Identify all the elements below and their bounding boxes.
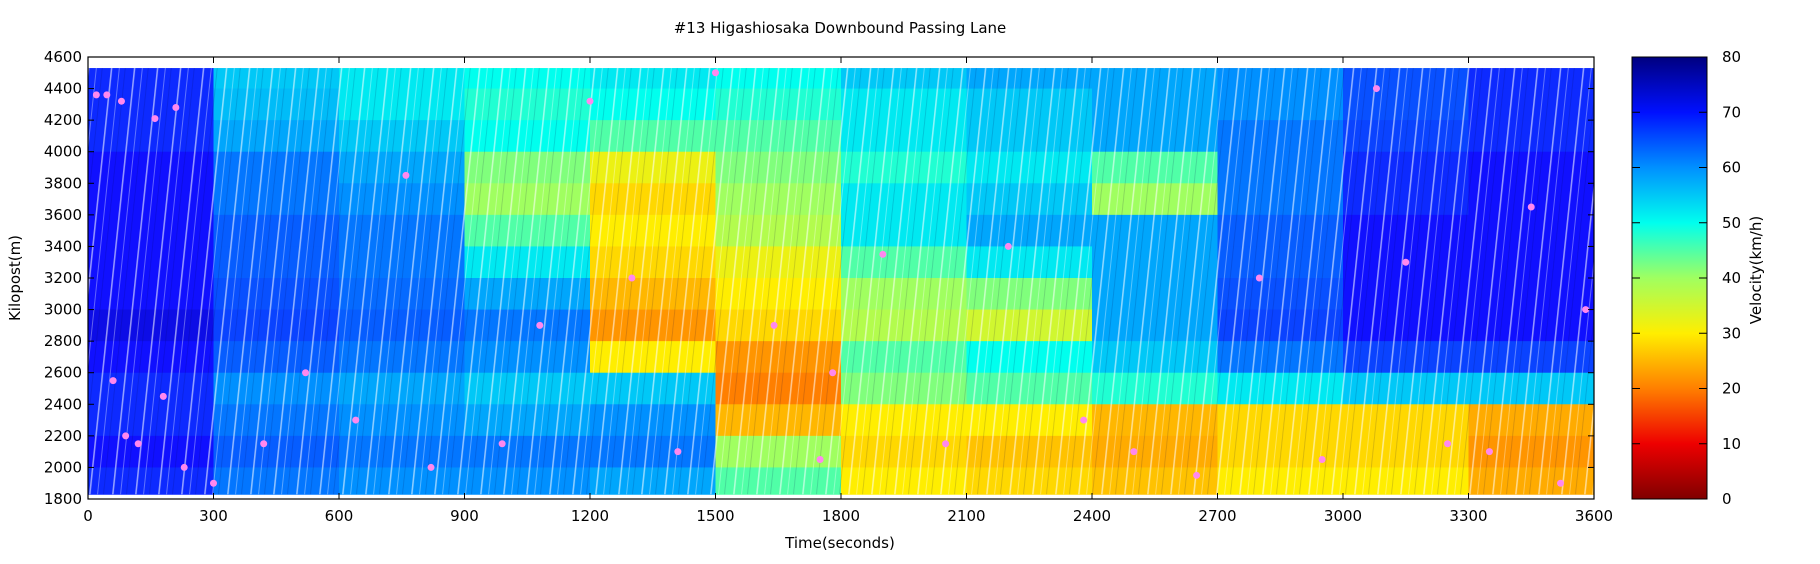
stopped-point	[402, 171, 410, 179]
stopped-point	[1402, 258, 1410, 266]
stopped-point	[1193, 471, 1201, 479]
stopped-point	[210, 479, 217, 487]
x-tick-label: 2400	[1073, 507, 1111, 525]
stopped-point	[816, 456, 824, 464]
x-tick-label: 3600	[1575, 507, 1613, 525]
x-tick-label: 2700	[1198, 507, 1236, 525]
stopped-point	[117, 97, 125, 105]
colorbar-tick-label: 20	[1722, 380, 1741, 398]
y-tick-label: 4600	[44, 48, 82, 66]
colorbar-tick-label: 40	[1722, 269, 1741, 287]
colorbar-tick-label: 60	[1722, 159, 1741, 177]
colorbar	[1631, 56, 1708, 500]
trajectory-streaks	[88, 68, 1594, 495]
stopped-point	[1444, 440, 1452, 448]
stopped-point	[1485, 448, 1493, 456]
y-axis: 1800 2000 2200 2400 2600 2800 3000 3200 3400 3600…	[44, 48, 1594, 508]
x-tick-label: 3300	[1449, 507, 1487, 525]
stopped-point	[942, 440, 950, 448]
stopped-point	[498, 440, 506, 448]
y-tick-label: 3000	[44, 301, 82, 319]
y-tick-label: 2000	[44, 458, 82, 476]
x-tick-label: 900	[450, 507, 479, 525]
y-tick-label: 2600	[44, 364, 82, 382]
y-tick-label: 4200	[44, 111, 82, 129]
stopped-point	[151, 115, 159, 123]
y-tick-label: 2400	[44, 395, 82, 413]
colorbar-tick-label: 0	[1722, 490, 1732, 508]
stopped-point	[879, 250, 887, 258]
stopped-point	[1080, 416, 1088, 424]
colorbar-axis: 0 10 20 30 40 50 60 70 80	[1632, 48, 1741, 508]
stopped-point	[134, 440, 142, 448]
stopped-point	[628, 274, 636, 282]
x-tick-label: 600	[325, 507, 354, 525]
stopped-point	[1004, 242, 1012, 250]
chart-title: #13 Higashiosaka Downbound Passing Lane	[674, 19, 1007, 37]
stopped-point	[159, 392, 167, 400]
x-tick-label: 2100	[947, 507, 985, 525]
y-tick-label: 2200	[44, 427, 82, 445]
stopped-point	[536, 321, 544, 329]
x-tick-label: 1500	[696, 507, 734, 525]
stopped-point	[1582, 306, 1590, 314]
y-tick-label: 3200	[44, 269, 82, 287]
y-tick-label: 2800	[44, 332, 82, 350]
y-tick-label: 4000	[44, 143, 82, 161]
x-tick-label: 1800	[822, 507, 860, 525]
stopped-point	[172, 104, 180, 112]
y-tick-label: 1800	[44, 490, 82, 508]
stopped-point	[586, 97, 594, 105]
stopped-point	[829, 369, 837, 377]
x-tick-label: 300	[199, 507, 228, 525]
stopped-point	[1557, 479, 1565, 487]
colorbar-tick-label: 80	[1722, 48, 1741, 66]
colorbar-label: Velocity(km/h)	[1747, 216, 1765, 324]
stopped-point	[109, 377, 117, 385]
stopped-point	[674, 448, 682, 456]
x-tick-label: 1200	[571, 507, 609, 525]
colorbar-tick-label: 70	[1722, 103, 1741, 121]
y-tick-label: 3800	[44, 174, 82, 192]
stopped-point	[427, 463, 435, 471]
x-tick-label: 3000	[1324, 507, 1362, 525]
colorbar-tick-label: 30	[1722, 324, 1741, 342]
colorbar-tick-label: 50	[1722, 214, 1741, 232]
colorbar-tick-label: 10	[1722, 435, 1741, 453]
stopped-point	[1318, 456, 1326, 464]
stopped-points	[92, 69, 1590, 487]
stopped-point	[103, 91, 111, 99]
stopped-point	[92, 91, 100, 99]
stopped-point	[302, 369, 310, 377]
y-axis-label: Kilopost(m)	[6, 235, 24, 321]
stopped-point	[712, 69, 719, 77]
y-tick-label: 4400	[44, 80, 82, 98]
stopped-point	[180, 463, 188, 471]
stopped-point	[122, 432, 130, 440]
stopped-point	[352, 416, 360, 424]
x-axis: 0 300 600 900 1200 1500 1800 2100 2400 2700 3000 33…	[83, 57, 1613, 525]
stopped-point	[1372, 85, 1380, 93]
x-tick-label: 0	[83, 507, 93, 525]
y-tick-label: 3400	[44, 237, 82, 255]
stopped-point	[1527, 203, 1535, 211]
stopped-point	[1130, 448, 1138, 456]
stopped-point	[1255, 274, 1263, 282]
stopped-point	[260, 440, 268, 448]
x-axis-label: Time(seconds)	[784, 534, 895, 552]
stopped-point	[770, 321, 778, 329]
y-tick-label: 3600	[44, 206, 82, 224]
